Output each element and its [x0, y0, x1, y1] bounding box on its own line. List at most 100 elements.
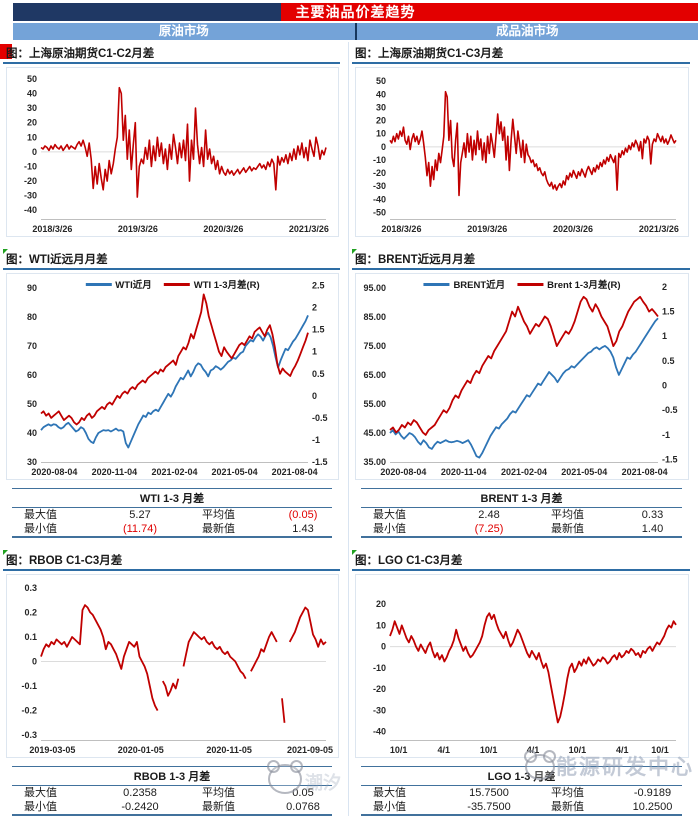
- svg-text:95.00: 95.00: [363, 283, 386, 293]
- stat-value: (7.25): [439, 522, 539, 536]
- svg-text:2021-08-04: 2021-08-04: [272, 467, 318, 477]
- stat-value: 5.27: [90, 508, 190, 522]
- svg-text:10: 10: [376, 129, 386, 139]
- svg-text:30: 30: [27, 103, 37, 113]
- svg-text:-0.3: -0.3: [21, 730, 37, 740]
- stat-label: 最小值: [12, 800, 90, 814]
- svg-text:50: 50: [27, 74, 37, 84]
- svg-text:0: 0: [662, 381, 667, 391]
- market-header-row: 原油市场 成品油市场: [13, 23, 698, 40]
- stat-label: 最新值: [190, 522, 274, 536]
- stats-table-title: WTI 1-3 月差: [12, 489, 332, 508]
- stat-value: -0.2420: [90, 800, 190, 814]
- svg-text:-20: -20: [373, 168, 386, 178]
- stats-row: 最大值 5.27 平均值 (0.05): [12, 508, 332, 522]
- svg-text:20: 20: [376, 599, 386, 609]
- legend-label: BRENT近月: [453, 277, 505, 291]
- svg-text:2.5: 2.5: [312, 281, 325, 291]
- svg-text:20: 20: [376, 116, 386, 126]
- svg-text:2020-08-04: 2020-08-04: [380, 467, 426, 477]
- svg-text:-30: -30: [24, 191, 37, 201]
- svg-text:60: 60: [27, 370, 37, 380]
- stats-row: 最大值 0.2358 平均值 0.05: [12, 786, 332, 800]
- stat-label: 最大值: [12, 786, 90, 800]
- legend-swatch-blue: [423, 283, 449, 286]
- svg-text:40: 40: [27, 428, 37, 438]
- chart-title-wti: 图：WTI近远月月差: [3, 248, 340, 270]
- svg-text:10/1: 10/1: [390, 745, 408, 755]
- svg-text:-30: -30: [373, 181, 386, 191]
- chart-title-text: 图：BRENT近远月月差: [355, 254, 475, 266]
- svg-text:10: 10: [27, 132, 37, 142]
- svg-text:2020/3/26: 2020/3/26: [203, 224, 243, 234]
- svg-text:-1: -1: [312, 435, 320, 445]
- svg-text:90: 90: [27, 283, 37, 293]
- svg-text:0: 0: [312, 391, 317, 401]
- svg-text:4/1: 4/1: [527, 745, 540, 755]
- svg-text:2021/3/26: 2021/3/26: [639, 224, 679, 234]
- chart-title-text: 图：上海原油期货C1-C2月差: [6, 48, 154, 60]
- svg-text:-10: -10: [373, 663, 386, 673]
- svg-text:40: 40: [27, 89, 37, 99]
- svg-text:-20: -20: [24, 176, 37, 186]
- svg-text:70: 70: [27, 341, 37, 351]
- stat-value: 0.33: [623, 508, 682, 522]
- svg-text:-20: -20: [373, 684, 386, 694]
- svg-text:-30: -30: [373, 705, 386, 715]
- svg-text:4/1: 4/1: [616, 745, 629, 755]
- stat-value: 0.0768: [274, 800, 332, 814]
- stat-label: 最大值: [361, 786, 439, 800]
- stat-label: 最小值: [361, 522, 439, 536]
- legend-label: WTI 1-3月差(R): [194, 277, 260, 291]
- stats-row: 最小值 (7.25) 最新值 1.40: [361, 522, 682, 538]
- chart-title-text: 图：上海原油期货C1-C3月差: [355, 48, 503, 60]
- legend-swatch-red: [517, 283, 543, 286]
- svg-text:40: 40: [376, 89, 386, 99]
- chart-title-brent: 图：BRENT近远月月差: [352, 248, 690, 270]
- svg-text:-40: -40: [373, 194, 386, 204]
- svg-text:35.00: 35.00: [363, 457, 386, 467]
- stat-label: 最小值: [12, 522, 90, 536]
- legend-item: WTI近月: [85, 277, 151, 291]
- stat-value: 10.2500: [623, 800, 682, 814]
- svg-text:4/1: 4/1: [438, 745, 451, 755]
- svg-text:2021/3/26: 2021/3/26: [289, 224, 329, 234]
- svg-text:2019/3/26: 2019/3/26: [467, 224, 507, 234]
- chart-title-lgo: 图：LGO C1-C3月差: [352, 549, 690, 571]
- stat-value: 15.7500: [439, 786, 539, 800]
- svg-text:1: 1: [312, 347, 317, 357]
- svg-text:2020-11-05: 2020-11-05: [206, 745, 252, 755]
- cell-flag-icon: [3, 550, 8, 555]
- chart-legend: WTI近月 WTI 1-3月差(R): [85, 277, 259, 291]
- svg-text:2: 2: [662, 282, 667, 292]
- svg-text:2019/3/26: 2019/3/26: [118, 224, 158, 234]
- chart-title-text: 图：RBOB C1-C3月差: [6, 555, 122, 567]
- svg-text:-50: -50: [373, 207, 386, 217]
- svg-text:1.5: 1.5: [662, 307, 675, 317]
- stat-label: 平均值: [190, 508, 274, 522]
- stats-table-lgo: LGO 1-3 月差 最大值 15.7500 平均值 -0.9189 最小值 -…: [361, 766, 682, 816]
- svg-text:-0.5: -0.5: [662, 405, 678, 415]
- stat-label: 平均值: [539, 786, 623, 800]
- stat-label: 最小值: [361, 800, 439, 814]
- svg-text:0.5: 0.5: [662, 356, 675, 366]
- legend-label: Brent 1-3月差(R): [547, 277, 620, 291]
- svg-text:-1.5: -1.5: [312, 457, 328, 467]
- svg-text:75.00: 75.00: [363, 341, 386, 351]
- chart-title-text: 图：LGO C1-C3月差: [355, 555, 462, 567]
- svg-text:-40: -40: [24, 205, 37, 215]
- svg-text:-0.2: -0.2: [21, 706, 37, 716]
- stat-label: 最新值: [539, 800, 623, 814]
- chart-title-rbob: 图：RBOB C1-C3月差: [3, 549, 340, 571]
- stat-label: 最新值: [190, 800, 274, 814]
- chart-title-sc-c1c3: 图：上海原油期货C1-C3月差: [352, 42, 690, 64]
- stat-label: 平均值: [539, 508, 623, 522]
- svg-text:30: 30: [27, 457, 37, 467]
- svg-text:10: 10: [376, 620, 386, 630]
- stat-value: 0.05: [274, 786, 332, 800]
